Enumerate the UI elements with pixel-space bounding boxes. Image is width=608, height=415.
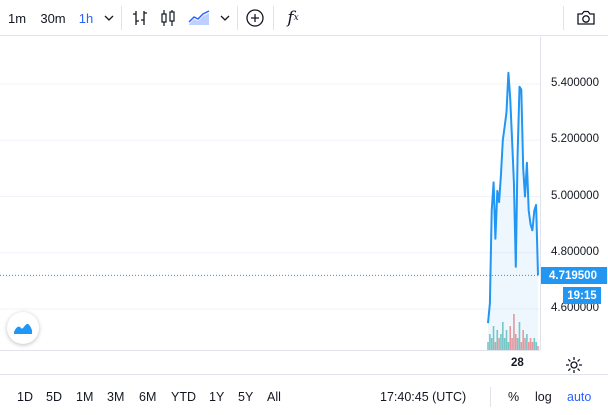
area-chart-icon[interactable] <box>186 0 212 36</box>
interval-30m-button[interactable]: 30m <box>40 10 66 26</box>
volume-bar <box>498 338 500 350</box>
bar-countdown-tag: 19:15 <box>563 287 601 305</box>
time-axis[interactable] <box>0 350 540 374</box>
log-scale-button[interactable]: log <box>535 390 552 404</box>
volume-bar <box>503 338 506 350</box>
volume-bar <box>487 342 489 350</box>
tradingview-logo[interactable] <box>7 312 39 344</box>
volume-bar <box>502 322 504 350</box>
volume-bar <box>489 334 491 350</box>
chevron-down-icon[interactable] <box>217 0 233 36</box>
range-all-button[interactable]: All <box>267 390 281 404</box>
volume-bar <box>527 342 530 350</box>
gear-icon[interactable] <box>563 355 585 375</box>
volume-bar <box>513 314 515 350</box>
range-6m-button[interactable]: 6M <box>139 390 157 404</box>
percent-scale-button[interactable]: % <box>508 390 520 404</box>
range-ytd-button[interactable]: YTD <box>171 390 196 404</box>
volume-bar <box>522 330 524 350</box>
volume-bar <box>529 338 532 350</box>
volume-bar <box>535 342 537 350</box>
function-icon-letter: f <box>287 8 294 28</box>
range-5y-button[interactable]: 5Y <box>238 390 254 404</box>
range-1m-button[interactable]: 1M <box>76 390 94 404</box>
volume-bar <box>526 334 528 350</box>
bottom-toolbar: 1D 5D 1M 3M 6M YTD 1Y 5Y All 17:40:45 (U… <box>0 374 608 415</box>
volume-bar <box>494 342 497 350</box>
bottombar-divider <box>490 387 491 407</box>
toolbar-divider <box>237 6 238 30</box>
price-axis-tick: 5.000000 <box>551 189 599 202</box>
volume-bar <box>509 326 512 350</box>
toolbar-divider <box>273 6 274 30</box>
chevron-down-icon[interactable] <box>101 0 117 36</box>
price-axis-tick: 5.200000 <box>551 133 599 146</box>
interval-1m-button[interactable]: 1m <box>7 10 27 26</box>
toolbar-divider <box>563 6 564 30</box>
price-line <box>487 71 539 324</box>
price-axis[interactable] <box>540 37 608 350</box>
range-3m-button[interactable]: 3M <box>107 390 125 404</box>
bars-icon[interactable] <box>128 0 152 36</box>
volume-bar <box>496 330 499 350</box>
volume-bar <box>524 338 526 350</box>
volume-bars <box>487 314 539 350</box>
price-chart[interactable] <box>0 37 608 373</box>
volume-bar <box>511 338 513 350</box>
volume-bar <box>516 338 519 350</box>
volume-bar <box>514 334 517 350</box>
interval-1h-button[interactable]: 1h <box>78 10 94 26</box>
volume-bar <box>507 342 510 350</box>
volume-bar <box>537 346 539 350</box>
function-icon-sub: x <box>293 13 299 23</box>
volume-bar <box>492 326 495 350</box>
price-area-fill <box>488 72 538 351</box>
range-1d-button[interactable]: 1D <box>17 390 33 404</box>
range-1y-button[interactable]: 1Y <box>209 390 225 404</box>
utc-clock[interactable]: 17:40:45 (UTC) <box>380 390 467 404</box>
volume-bar <box>520 342 523 350</box>
candles-icon[interactable] <box>156 0 180 36</box>
volume-bar <box>490 338 493 350</box>
price-axis-tick: 5.400000 <box>551 77 599 89</box>
volume-bar <box>531 342 534 350</box>
volume-bar <box>500 334 502 350</box>
volume-bar <box>533 338 536 350</box>
add-indicator-icon[interactable] <box>243 0 267 36</box>
price-axis-tick: 4.800000 <box>551 245 599 258</box>
toolbar-divider <box>121 6 122 30</box>
range-5d-button[interactable]: 5D <box>46 390 62 404</box>
chart-grid <box>0 83 540 310</box>
auto-scale-button[interactable]: auto <box>567 390 592 404</box>
time-axis-label: 28 <box>511 357 524 369</box>
price-axis-tick: 4.600000 <box>551 302 599 314</box>
volume-bar <box>518 322 521 350</box>
camera-icon[interactable] <box>573 0 599 36</box>
current-price-tag: 4.719500 <box>541 267 607 285</box>
volume-bar <box>505 330 508 350</box>
